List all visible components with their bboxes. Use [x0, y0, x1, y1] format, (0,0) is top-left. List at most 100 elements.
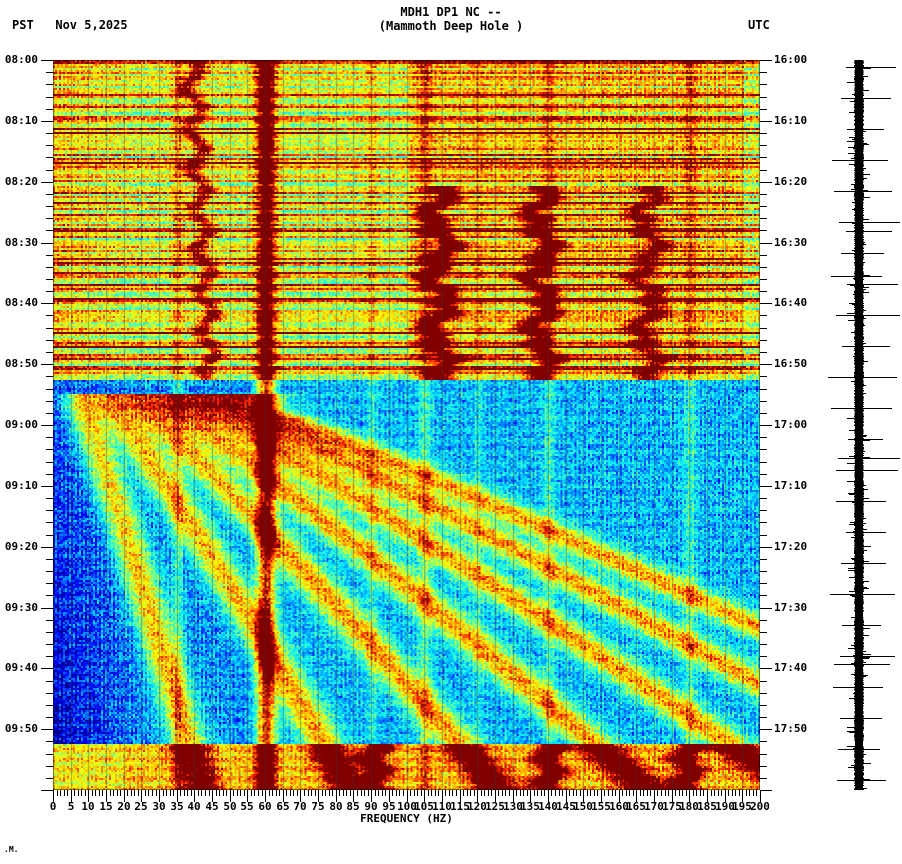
time-tick-minor: [760, 474, 767, 475]
freq-tick-major: [548, 790, 549, 802]
freq-tick-major: [495, 790, 496, 802]
time-label-utc: 17:20: [774, 540, 808, 553]
freq-tick-minor: [205, 790, 206, 796]
time-tick-minor: [46, 498, 53, 499]
freq-label: 140: [538, 800, 558, 813]
freq-tick-minor: [452, 790, 453, 796]
time-tick-minor: [46, 352, 53, 353]
time-tick-major: [760, 425, 772, 426]
time-tick-minor: [46, 510, 53, 511]
time-tick-minor: [46, 656, 53, 657]
freq-tick-minor: [198, 790, 199, 796]
freq-tick-minor: [714, 790, 715, 796]
freq-tick-minor: [410, 790, 411, 796]
time-tick-minor: [46, 109, 53, 110]
freq-tick-major: [336, 790, 337, 802]
time-tick-minor: [46, 230, 53, 231]
freq-label: 130: [503, 800, 523, 813]
freq-tick-major: [88, 790, 89, 802]
header-left-datetime: PST Nov 5,2025: [12, 18, 128, 32]
freq-tick-major: [265, 790, 266, 802]
spectrogram-plot[interactable]: [53, 60, 760, 790]
freq-tick-minor: [463, 790, 464, 796]
freq-tick-minor: [346, 790, 347, 796]
freq-label: 105: [414, 800, 434, 813]
time-label-pst: 08:40: [4, 296, 38, 309]
freq-label: 75: [311, 800, 325, 813]
freq-tick-minor: [739, 790, 740, 796]
time-tick-minor: [46, 437, 53, 438]
freq-tick-minor: [679, 790, 680, 796]
freq-tick-major: [424, 790, 425, 802]
freq-tick-minor: [470, 790, 471, 796]
freq-tick-major: [636, 790, 637, 802]
time-tick-minor: [760, 389, 767, 390]
time-tick-minor: [760, 255, 767, 256]
time-tick-major: [41, 303, 53, 304]
freq-label: 80: [329, 800, 343, 813]
freq-tick-minor: [569, 790, 570, 796]
freq-tick-minor: [254, 790, 255, 796]
freq-tick-minor: [184, 790, 185, 796]
corner-mark: .M.: [4, 845, 19, 854]
freq-tick-minor: [749, 790, 750, 796]
time-tick-minor: [46, 206, 53, 207]
freq-tick-minor: [216, 790, 217, 796]
freq-tick-minor: [594, 790, 595, 796]
freq-tick-minor: [117, 790, 118, 796]
freq-tick-minor: [414, 790, 415, 796]
time-tick-minor: [760, 559, 767, 560]
time-tick-minor: [760, 656, 767, 657]
freq-tick-minor: [311, 790, 312, 796]
freq-tick-minor: [262, 790, 263, 796]
freq-tick-minor: [576, 790, 577, 796]
freq-tick-minor: [509, 790, 510, 796]
freq-tick-minor: [467, 790, 468, 796]
time-tick-major: [41, 60, 53, 61]
time-tick-minor: [760, 194, 767, 195]
freq-tick-minor: [456, 790, 457, 796]
time-tick-major: [41, 608, 53, 609]
time-tick-minor: [760, 315, 767, 316]
freq-tick-minor: [152, 790, 153, 796]
freq-tick-minor: [325, 790, 326, 796]
time-tick-minor: [760, 462, 767, 463]
time-tick-minor: [760, 291, 767, 292]
freq-tick-minor: [488, 790, 489, 796]
time-tick-minor: [46, 583, 53, 584]
time-tick-major: [760, 121, 772, 122]
freq-label: 150: [573, 800, 593, 813]
freq-tick-minor: [209, 790, 210, 796]
time-tick-minor: [46, 535, 53, 536]
freq-tick-minor: [474, 790, 475, 796]
freq-tick-major: [106, 790, 107, 802]
freq-label: 115: [450, 800, 470, 813]
freq-tick-minor: [276, 790, 277, 796]
time-label-utc: 16:40: [774, 296, 808, 309]
freq-tick-minor: [237, 790, 238, 796]
time-label-utc: 16:30: [774, 236, 808, 249]
time-tick-minor: [760, 632, 767, 633]
freq-tick-minor: [696, 790, 697, 796]
time-tick-minor: [46, 474, 53, 475]
time-label-utc: 16:10: [774, 114, 808, 127]
freq-tick-minor: [732, 790, 733, 796]
freq-tick-minor: [78, 790, 79, 796]
freq-tick-major: [230, 790, 231, 802]
time-tick-minor: [46, 340, 53, 341]
time-tick-minor: [46, 693, 53, 694]
freq-tick-minor: [435, 790, 436, 796]
time-label-pst: 08:00: [4, 53, 38, 66]
freq-tick-minor: [138, 790, 139, 796]
seismogram-canvas: [820, 60, 900, 790]
freq-tick-minor: [481, 790, 482, 796]
time-tick-major: [760, 182, 772, 183]
freq-tick-minor: [357, 790, 358, 796]
seismogram-trace-panel: [820, 60, 900, 790]
time-tick-minor: [46, 315, 53, 316]
freq-tick-minor: [134, 790, 135, 796]
freq-tick-major: [318, 790, 319, 802]
freq-label: 160: [609, 800, 629, 813]
time-tick-minor: [46, 754, 53, 755]
time-tick-minor: [46, 97, 53, 98]
